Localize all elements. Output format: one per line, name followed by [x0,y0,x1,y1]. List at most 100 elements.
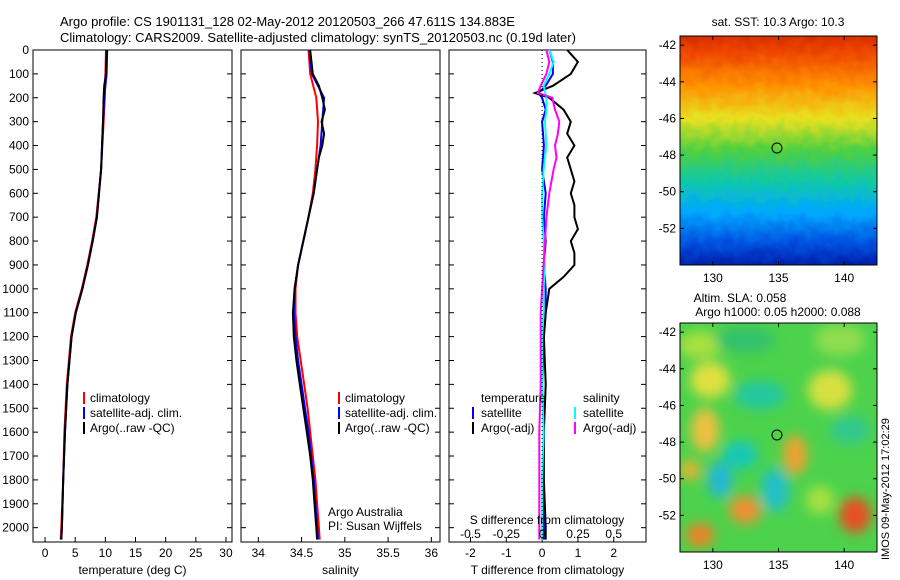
y-tick-label: 1000 [2,282,29,296]
legend-label: Argo(-adj) [481,421,534,435]
x-tick-label: 135 [768,271,788,285]
x-tick-label: -1 [501,546,512,560]
panel-frame [240,49,441,543]
salinity-panel: 34 34.5 35 35.5 36 salinity climatologysatelli… [240,49,441,577]
x-tick-label: 35 [338,546,352,560]
x-axis-label: salinity [322,563,359,577]
y-tick-label: 1800 [2,473,29,487]
y-tick-label: 800 [9,234,29,248]
y-tick-label: -50 [659,472,677,486]
x-tick-label: 140 [834,558,854,572]
series-group [532,50,580,540]
y-tick-label: -48 [659,148,677,162]
plot-title-line2: Climatology: CARS2009. Satellite-adjuste… [60,30,576,45]
secondary-axis-label: S difference from climatology [470,513,625,527]
secondary-tick-label: -0.25 [493,527,521,541]
y-tick-label: -52 [659,508,677,522]
sla-anomaly-blob [783,435,807,475]
sla-anomaly-blob [808,370,852,410]
x-tick-label: -2 [465,546,476,560]
annotation-text: Argo Australia [328,505,403,519]
legend-label: satellite [481,406,522,420]
sla-anomaly-blob [815,324,865,356]
sla-anomaly-blob [806,486,834,514]
legend-label: satellite-adj. clim. [90,406,182,420]
sla-anomaly-blob [729,496,761,524]
y-tick-label: -52 [659,221,677,235]
series-line-climatology [294,50,321,540]
y-tick-label: 100 [9,67,29,81]
secondary-tick-label: 0.5 [605,527,622,541]
x-tick-label: 34 [252,546,266,560]
legend-label: satellite-adj. clim. [345,406,437,420]
y-tick-label: 300 [9,115,29,129]
series-group [59,50,109,540]
argo-location-marker [771,142,783,154]
x-axis-label: T difference from climatology [471,563,625,577]
legend-title: salinity [583,391,620,405]
x-tick-label: 0 [539,546,546,560]
sla-anomaly-blobs [680,324,871,547]
y-tick-label: 200 [9,91,29,105]
y-tick-label: -44 [659,75,677,89]
y-tick-label: -48 [659,435,677,449]
x-tick-label: 30 [219,546,233,560]
x-tick-label: 1 [575,546,582,560]
y-tick-label: 1500 [2,401,29,415]
y-tick-label: -44 [659,362,677,376]
x-tick-label: 25 [189,546,203,560]
series-line-argo-raw-qc- [291,50,326,540]
secondary-tick-label: -0.5 [460,527,481,541]
y-tick-label: 1700 [2,449,29,463]
x-tick-label: 130 [703,558,723,572]
y-tick-label: 500 [9,162,29,176]
sst-map-title: sat. SST: 10.3 Argo: 10.3 [712,15,845,29]
sla-map: Altim. SLA: 0.058 Argo h1000: 0.05 h2000… [659,291,878,572]
y-tick-label: 700 [9,210,29,224]
sla-anomaly-blob [761,468,789,512]
y-tick-label: -46 [659,398,677,412]
series-line-salinity-argo-adj- [536,50,561,540]
x-tick-label: 5 [72,546,79,560]
sla-anomaly-blob [715,328,775,352]
x-tick-label: 20 [159,546,173,560]
series-group [291,50,326,540]
x-tick-label: 10 [99,546,113,560]
y-tick-label: 1400 [2,377,29,391]
annotation-text: PI: Susan Wijffels [328,519,422,533]
panel-frame [32,49,233,543]
x-tick-label: 34.5 [290,546,314,560]
y-tick-label: -42 [659,325,677,339]
x-tick-label: 36 [425,546,439,560]
legend-label: Argo(..raw -QC) [90,421,175,435]
secondary-tick-label: 0 [539,527,546,541]
y-tick-label: 1100 [3,306,29,320]
y-tick-label: 1900 [2,497,29,511]
y-tick-label: 600 [9,186,29,200]
sla-anomaly-blob [690,362,730,398]
x-tick-label: 15 [129,546,143,560]
y-tick-label: -42 [659,38,677,52]
legend-label: satellite [583,406,624,420]
sla-anomaly-blob [680,331,722,359]
x-tick-label: 140 [834,271,854,285]
legend-label: climatology [90,391,150,405]
y-tick-label: 900 [9,258,29,272]
legend-title: temperature [481,391,546,405]
sla-anomaly-blob [734,381,786,409]
series-line-argo-raw-qc- [60,50,108,540]
sla-map-title: Altim. SLA: 0.058 [694,291,787,305]
x-tick-label: 0 [42,546,49,560]
sla-map-subtitle: Argo h1000: 0.05 h2000: 0.088 [695,305,861,319]
y-tick-label: -50 [659,185,677,199]
plot-title-line1: Argo profile: CS 1901131_128 02-May-2012… [60,14,515,29]
temperature-panel: 0 5 10 15 20 25 300100200300400500600700800900… [2,43,233,577]
y-tick-label: -46 [659,111,677,125]
legend-label: Argo(-adj) [583,421,636,435]
y-tick-label: 0 [22,43,29,57]
difference-panel: -2 -1 0 1 2 T difference from climatology temp… [448,49,647,577]
y-tick-label: 2000 [2,521,29,535]
legend-label: Argo(..raw -QC) [345,421,430,435]
sla-anomaly-blob [691,408,719,452]
